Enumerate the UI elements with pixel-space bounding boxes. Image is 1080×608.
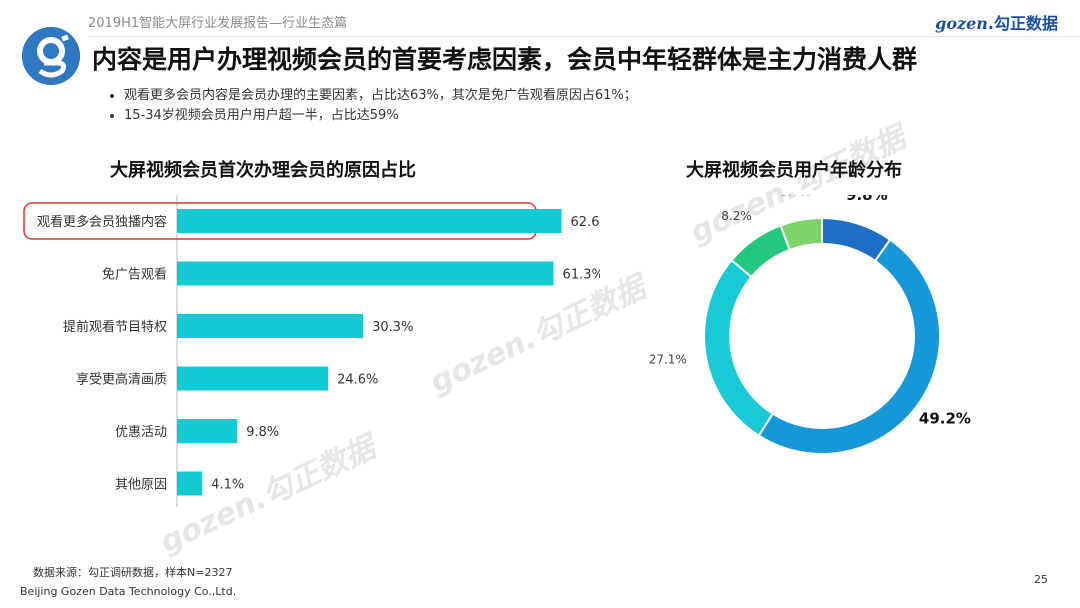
slice-label: 49.2% (919, 409, 971, 427)
value-label: 61.3% (563, 268, 600, 283)
category-label: 其他原因 (115, 478, 167, 493)
page-title: 内容是用户办理视频会员的首要考虑因素，会员中年轻群体是主力消费人群 (92, 45, 918, 74)
bullet-item: 15-34岁视频会员用户用户超一半，占比达59% (124, 106, 637, 126)
data-source: 数据来源：勾正调研数据，样本N=2327 (33, 566, 233, 579)
donut-chart-title: 大屏视频会员用户年龄分布 (686, 160, 902, 181)
value-label: 24.6% (337, 373, 378, 388)
slice-label: 27.1% (649, 353, 687, 367)
bar (177, 471, 203, 496)
donut-slice (757, 238, 941, 455)
bar (177, 209, 562, 233)
header-divider (88, 36, 1080, 37)
brand-logo: gozen.勾正数据 (935, 14, 1058, 33)
category-label: 提前观看节目特权 (63, 319, 167, 335)
slice-label: 8.2% (721, 209, 752, 223)
bullet-list: 观看更多会员内容是会员办理的主要因素，占比达63%，其次是免广告观看原因占61%… (106, 86, 637, 126)
category-label: 观看更多会员独播内容 (37, 214, 167, 230)
company-name: Beijing Gozen Data Technology Co.,Ltd. (20, 585, 237, 598)
bar-chart-title: 大屏视频会员首次办理会员的原因占比 (110, 160, 416, 181)
donut-slice (703, 258, 775, 438)
value-label: 30.3% (372, 320, 413, 335)
category-label: 优惠活动 (115, 425, 167, 440)
bar (177, 261, 554, 286)
bar (177, 419, 238, 443)
bar (177, 366, 329, 391)
bar-chart: 观看更多会员独播内容 62.6% 免广告观看 61.3% 提前观看节目特权 30.3% 享受… (23, 195, 600, 507)
value-label: 62.6% (571, 215, 600, 230)
slice-label: 9.8% (846, 195, 888, 204)
category-label: 免广告观看 (102, 267, 167, 283)
category-label: 享受更高清画质 (76, 372, 167, 388)
bar (177, 314, 364, 338)
bullet-item: 观看更多会员内容是会员办理的主要因素，占比达63%，其次是免广告观看原因占61%… (124, 86, 637, 106)
value-label: 4.1% (211, 478, 244, 493)
gozen-g-logo (22, 27, 80, 85)
donut-slice (779, 216, 823, 252)
slice-label: 5.7% (780, 195, 811, 198)
donut-chart: 9.8% 49.2% 27.1% 8.2% 5.7% (649, 195, 971, 455)
report-title: 2019H1智能大屏行业发展报告—行业生态篇 (88, 16, 348, 31)
value-label: 9.8% (246, 425, 279, 440)
page-number: 25 (1034, 573, 1048, 586)
